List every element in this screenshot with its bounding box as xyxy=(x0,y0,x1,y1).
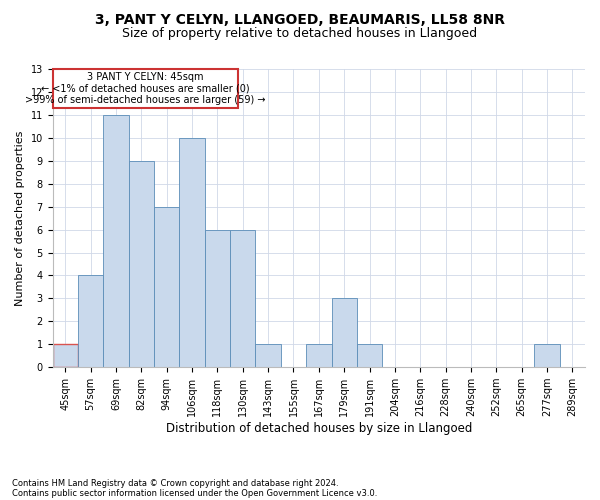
Bar xyxy=(78,276,103,367)
Bar xyxy=(129,161,154,367)
Text: 3 PANT Y CELYN: 45sqm
← <1% of detached houses are smaller (0)
>99% of semi-deta: 3 PANT Y CELYN: 45sqm ← <1% of detached … xyxy=(25,72,265,105)
Bar xyxy=(535,344,560,367)
Bar xyxy=(230,230,256,367)
FancyBboxPatch shape xyxy=(53,69,238,108)
Bar xyxy=(179,138,205,367)
Bar xyxy=(357,344,382,367)
Bar xyxy=(256,344,281,367)
Bar xyxy=(103,115,129,367)
Text: Contains HM Land Registry data © Crown copyright and database right 2024.: Contains HM Land Registry data © Crown c… xyxy=(12,478,338,488)
Bar xyxy=(306,344,332,367)
Bar xyxy=(154,206,179,367)
Bar xyxy=(53,344,78,367)
Text: Size of property relative to detached houses in Llangoed: Size of property relative to detached ho… xyxy=(122,28,478,40)
Text: Contains public sector information licensed under the Open Government Licence v3: Contains public sector information licen… xyxy=(12,488,377,498)
Y-axis label: Number of detached properties: Number of detached properties xyxy=(15,130,25,306)
X-axis label: Distribution of detached houses by size in Llangoed: Distribution of detached houses by size … xyxy=(166,422,472,435)
Bar xyxy=(332,298,357,367)
Text: 3, PANT Y CELYN, LLANGOED, BEAUMARIS, LL58 8NR: 3, PANT Y CELYN, LLANGOED, BEAUMARIS, LL… xyxy=(95,12,505,26)
Bar xyxy=(205,230,230,367)
